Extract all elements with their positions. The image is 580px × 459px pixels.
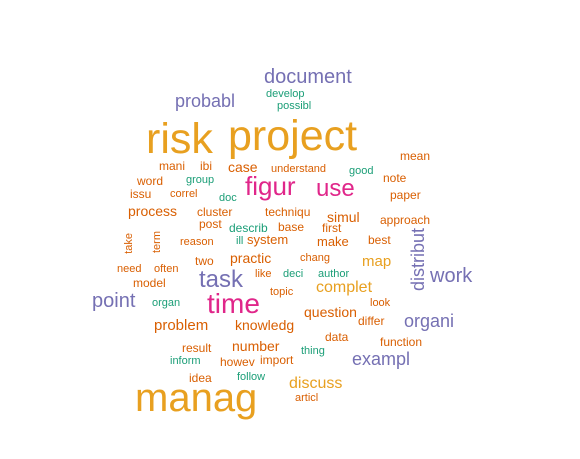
word-term: term bbox=[151, 231, 163, 253]
word-correl: correl bbox=[170, 188, 198, 200]
word-figur: figur bbox=[245, 171, 296, 201]
word-word: word bbox=[137, 174, 164, 188]
word-ibi: ibi bbox=[200, 159, 213, 173]
word-possibl: possibl bbox=[277, 100, 312, 112]
word-note: note bbox=[383, 171, 407, 185]
word-data: data bbox=[325, 330, 349, 344]
word-inform: inform bbox=[170, 355, 201, 367]
word-idea: idea bbox=[189, 371, 212, 385]
word-work: work bbox=[430, 265, 473, 287]
word-make: make bbox=[317, 234, 349, 249]
word-question: question bbox=[304, 304, 357, 320]
word-often: often bbox=[154, 263, 179, 275]
word-group: group bbox=[186, 174, 215, 186]
word-organi: organi bbox=[404, 311, 455, 331]
word-first: first bbox=[322, 221, 342, 235]
word-problem: problem bbox=[154, 317, 209, 334]
word-project: project bbox=[228, 112, 358, 160]
word-look: look bbox=[370, 297, 391, 309]
word-two: two bbox=[195, 254, 214, 268]
word-discuss: discuss bbox=[289, 375, 343, 392]
word-process: process bbox=[128, 203, 178, 219]
word-import: import bbox=[260, 353, 294, 367]
word-manag: manag bbox=[135, 376, 258, 420]
word-risk: risk bbox=[146, 115, 213, 163]
word-system: system bbox=[247, 232, 289, 247]
word-follow: follow bbox=[237, 371, 266, 383]
word-task: task bbox=[199, 266, 244, 293]
word-number: number bbox=[232, 338, 280, 354]
word-document: document bbox=[264, 66, 352, 88]
word-result: result bbox=[182, 341, 212, 355]
word-exampl: exampl bbox=[352, 349, 411, 369]
word-base: base bbox=[278, 220, 305, 234]
word-cluster: cluster bbox=[197, 205, 233, 219]
word-complet: complet bbox=[316, 279, 373, 296]
word-mani: mani bbox=[159, 159, 186, 173]
word-point: point bbox=[92, 290, 136, 312]
word-organ: organ bbox=[152, 297, 181, 309]
word-issu: issu bbox=[130, 187, 152, 201]
word-best: best bbox=[368, 233, 391, 247]
word-topic: topic bbox=[270, 286, 294, 298]
word-good: good bbox=[349, 165, 374, 177]
word-understand: understand bbox=[271, 163, 327, 175]
word-approach: approach bbox=[380, 213, 431, 227]
word-probabl: probabl bbox=[175, 91, 236, 111]
word-need: need bbox=[117, 263, 142, 275]
word-knowledg: knowledg bbox=[235, 317, 295, 333]
word-techniqu: techniqu bbox=[265, 205, 311, 219]
word-author: author bbox=[318, 268, 350, 280]
word-develop: develop bbox=[266, 88, 305, 100]
word-map: map bbox=[362, 253, 392, 270]
word-practic: practic bbox=[230, 250, 272, 266]
word-mean: mean bbox=[400, 149, 431, 163]
word-function: function bbox=[380, 335, 423, 349]
word-like: like bbox=[255, 268, 272, 280]
word-chang: chang bbox=[300, 252, 330, 264]
word-thing: thing bbox=[301, 345, 325, 357]
word-take: take bbox=[123, 233, 135, 254]
word-reason: reason bbox=[180, 236, 214, 248]
word-post: post bbox=[199, 217, 222, 231]
word-ill: ill bbox=[236, 235, 244, 247]
word-articl: articl bbox=[295, 392, 319, 404]
word-paper: paper bbox=[390, 188, 421, 202]
word-simul: simul bbox=[327, 209, 360, 225]
word-howev: howev bbox=[220, 355, 255, 369]
word-differ: differ bbox=[358, 314, 385, 328]
word-doc: doc bbox=[219, 192, 237, 204]
word-model: model bbox=[133, 276, 166, 290]
word-case: case bbox=[228, 159, 258, 175]
word-distribut: distribut bbox=[408, 228, 428, 292]
word-use: use bbox=[316, 175, 355, 202]
word-describ: describ bbox=[229, 221, 268, 235]
word-deci: deci bbox=[283, 268, 304, 280]
word-time: time bbox=[207, 288, 260, 319]
